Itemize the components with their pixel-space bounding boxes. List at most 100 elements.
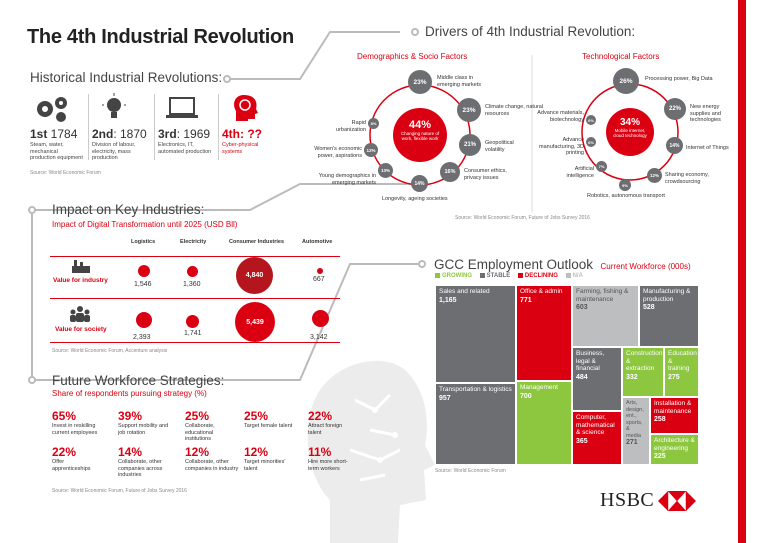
node-dot xyxy=(223,75,231,83)
tech-item-4-circle: 12% xyxy=(647,168,662,183)
gears-icon xyxy=(37,97,67,122)
tm-business: Business, legal & financial 484 xyxy=(572,347,622,411)
val-logistics-society: 2,393 xyxy=(133,334,151,341)
val-automotive-industry: 667 xyxy=(313,276,325,283)
bubble-electricity-society xyxy=(186,315,199,328)
strategy-6-pct: 22% xyxy=(52,445,77,459)
tech-item-1-label: Processing power, Big Data xyxy=(645,76,713,82)
row-label-industry: Value for industry xyxy=(53,277,108,284)
demo-item-6-circle: 13% xyxy=(378,163,393,178)
strategies-title: Future Workforce Strategies: xyxy=(52,373,225,388)
revolution-4-year: : ?? xyxy=(240,127,262,141)
strategy-4-pct: 25% xyxy=(244,409,269,423)
tm-office: Office & admin 771 xyxy=(516,285,572,381)
revolution-1-year: 1784 xyxy=(47,127,78,141)
tm-construction: Construction & extraction 332 xyxy=(622,347,664,397)
drivers-source: Source: World Economic Forum, Future of … xyxy=(455,215,590,221)
row-label-society: Value for society xyxy=(55,326,107,333)
strategy-1-pct: 65% xyxy=(52,409,77,423)
impact-col-electricity: Electricity xyxy=(180,239,207,245)
hsbc-hexagon-icon xyxy=(658,490,697,511)
strategy-9-pct: 12% xyxy=(244,445,269,459)
demo-center: 44% Changing nature of work, flexible wo… xyxy=(393,108,447,162)
strategy-8-desc: Collaborate, other companies in industry xyxy=(185,459,239,472)
revolution-3-title: 3rd: 1969 xyxy=(158,127,210,141)
legend-stable: STABLE xyxy=(479,273,510,279)
impact-source: Source: World Economic Forum, Accenture … xyxy=(52,348,168,354)
tech-item-7-label: Advance manufacturing, 3D printing xyxy=(539,137,584,156)
revolution-3-desc: Electronics, IT, automated production xyxy=(158,142,212,155)
tm-computer: Computer, mathematical & science 365 xyxy=(572,411,622,465)
strategy-9-desc: Target minorities' talent xyxy=(244,459,286,472)
laptop-icon xyxy=(166,97,198,118)
impact-col-consumer: Consumer Industries xyxy=(229,239,285,245)
demo-item-5-label: Longevity, ageing societies xyxy=(382,196,448,202)
val-consumer-society: 5,439 xyxy=(246,318,264,326)
demo-item-2-circle: 23% xyxy=(457,98,481,122)
page-title: The 4th Industrial Revolution xyxy=(27,26,294,48)
val-electricity-society: 1,741 xyxy=(184,330,202,337)
revolution-4-title: 4th: ?? xyxy=(222,127,262,141)
tm-installation: Installation & maintenance 258 xyxy=(650,397,699,434)
tm-transportation: Transportation & logistics 957 xyxy=(435,383,516,465)
demo-center-value: 44% xyxy=(408,119,432,131)
demo-item-3-circle: 21% xyxy=(459,134,481,156)
impact-subtitle: Impact of Digital Transformation until 2… xyxy=(52,220,238,229)
brand-stripe xyxy=(738,0,746,543)
strategy-8-pct: 12% xyxy=(185,445,210,459)
demo-item-1-circle: 23% xyxy=(408,70,432,94)
bubble-consumer-industry: 4,840 xyxy=(236,257,273,294)
historical-source: Source: World Economic Forum xyxy=(30,170,101,176)
people-icon xyxy=(70,306,90,322)
divider xyxy=(218,94,219,160)
demo-title: Demographics & Socio Factors xyxy=(357,52,468,61)
tm-sales: Sales and related 1,165 xyxy=(435,285,516,383)
factory-icon xyxy=(72,260,90,273)
tech-item-5-label: Robotics, autonomous transport xyxy=(587,193,665,199)
tm-management: Management 700 xyxy=(516,381,572,465)
gcc-title-text: GCC Employment Outlook xyxy=(434,257,594,272)
strategy-3-pct: 25% xyxy=(185,409,210,423)
strategy-6-desc: Offer apprenticeships xyxy=(52,459,91,472)
row-divider xyxy=(50,256,340,257)
gcc-source: Source: World Economic Forum xyxy=(435,468,506,474)
node-dot xyxy=(28,206,36,214)
revolution-2-title: 2nd: 1870 xyxy=(92,127,147,141)
strategy-10-pct: 11% xyxy=(308,445,332,459)
strategy-10-desc: Hire more short-term workers xyxy=(308,459,348,472)
demo-item-8-circle: 8% xyxy=(368,118,379,129)
tm-architecture: Architecture & engineering 225 xyxy=(650,434,699,465)
tech-center: 34% Mobile internet, cloud technology xyxy=(606,108,654,156)
gcc-legend: GROWING STABLE DECLINING N/A xyxy=(435,273,583,279)
val-logistics-industry: 1,546 xyxy=(134,281,152,288)
demo-item-7-circle: 12% xyxy=(364,143,378,157)
demo-item-6-label: Young demographics in emerging markets xyxy=(318,173,376,186)
divider xyxy=(154,94,155,160)
strategy-5-pct: 22% xyxy=(308,409,333,423)
node-dot xyxy=(28,376,36,384)
impact-title: Impact on Key Industries: xyxy=(52,202,205,217)
val-consumer-industry: 4,840 xyxy=(245,272,264,279)
tech-item-4-label: Sharing economy, crowdsourcing xyxy=(665,172,709,185)
bubble-logistics-society xyxy=(136,312,152,328)
gcc-title: GCC Employment Outlook Current Workforce… xyxy=(434,256,691,274)
strategies-source: Source: World Economic Forum, Future of … xyxy=(52,488,187,494)
tech-item-7-circle: 6% xyxy=(586,137,596,147)
val-automotive-society: 3,142 xyxy=(310,334,328,341)
tm-education: Education & training 275 xyxy=(664,347,699,397)
tech-item-3-label: Internet of Things xyxy=(686,145,729,151)
tech-item-8-circle: 6% xyxy=(586,115,596,125)
lightbulb-icon xyxy=(102,93,126,118)
revolution-4-desc: Cyber-physical systems xyxy=(222,142,259,155)
divider xyxy=(88,94,89,160)
tm-farming: Farming, fishing & maintenance 603 xyxy=(572,285,639,347)
bubble-consumer-society: 5,439 xyxy=(235,302,275,342)
demo-item-7-label: Women's economic power, aspirations xyxy=(314,146,362,159)
strategy-3-desc: Collaborate, educational institutions xyxy=(185,423,215,442)
tech-item-5-circle: 9% xyxy=(619,179,631,191)
tech-center-label: Mobile internet, cloud technology xyxy=(613,128,647,138)
val-electricity-industry: 1,360 xyxy=(183,281,201,288)
demo-item-2-label: Climate change, natural resources xyxy=(485,104,544,117)
bubble-automotive-industry xyxy=(317,268,323,274)
